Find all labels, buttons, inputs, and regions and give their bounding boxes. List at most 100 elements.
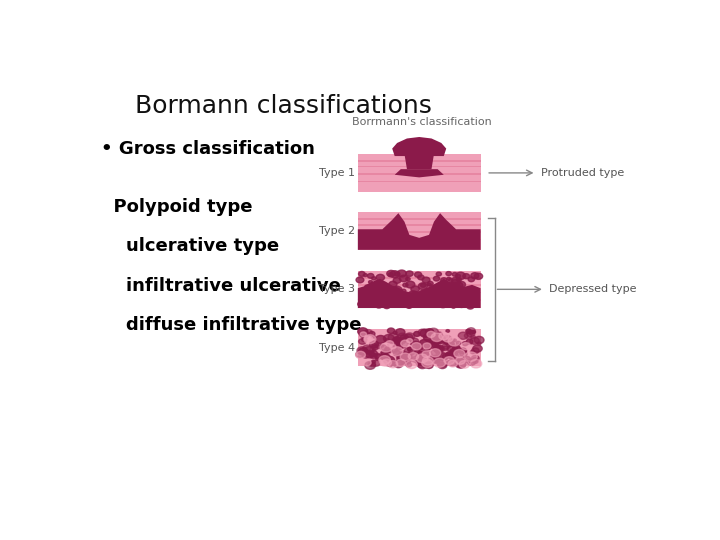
- Circle shape: [413, 293, 420, 299]
- Circle shape: [466, 329, 472, 333]
- Circle shape: [434, 345, 444, 352]
- Circle shape: [459, 348, 467, 354]
- Circle shape: [420, 349, 426, 354]
- Text: • Gross classification: • Gross classification: [101, 140, 315, 158]
- Circle shape: [408, 298, 415, 302]
- Circle shape: [462, 342, 468, 346]
- Circle shape: [467, 331, 474, 337]
- Circle shape: [473, 345, 482, 352]
- Circle shape: [453, 345, 460, 350]
- Bar: [358, 173, 481, 175]
- Circle shape: [400, 353, 408, 359]
- Circle shape: [434, 346, 443, 353]
- Circle shape: [440, 285, 445, 289]
- Circle shape: [468, 330, 474, 335]
- Circle shape: [449, 300, 456, 305]
- Circle shape: [456, 272, 466, 280]
- Circle shape: [477, 342, 481, 345]
- Circle shape: [406, 363, 412, 367]
- Circle shape: [372, 360, 380, 366]
- Circle shape: [446, 272, 451, 276]
- Circle shape: [468, 277, 474, 282]
- Circle shape: [421, 352, 433, 360]
- Circle shape: [360, 331, 369, 338]
- Circle shape: [423, 351, 429, 356]
- Circle shape: [452, 273, 457, 276]
- Circle shape: [433, 276, 440, 281]
- Circle shape: [449, 353, 453, 356]
- Circle shape: [415, 354, 422, 359]
- Circle shape: [392, 340, 402, 347]
- Circle shape: [420, 291, 423, 293]
- Circle shape: [434, 345, 440, 349]
- Circle shape: [449, 360, 457, 367]
- Text: Borrmann's classification: Borrmann's classification: [352, 117, 492, 127]
- Circle shape: [450, 302, 456, 307]
- Circle shape: [411, 297, 416, 300]
- Circle shape: [464, 352, 477, 361]
- Circle shape: [447, 300, 456, 307]
- Circle shape: [434, 345, 444, 353]
- Circle shape: [451, 339, 455, 342]
- Circle shape: [448, 336, 461, 346]
- Circle shape: [446, 341, 454, 347]
- Circle shape: [426, 301, 433, 307]
- Circle shape: [414, 332, 420, 336]
- Circle shape: [430, 349, 441, 357]
- Circle shape: [459, 304, 464, 307]
- Text: Type 4: Type 4: [319, 342, 355, 353]
- Circle shape: [439, 333, 449, 340]
- Circle shape: [426, 340, 431, 343]
- Circle shape: [369, 350, 377, 357]
- Circle shape: [413, 296, 419, 300]
- Text: Type 1: Type 1: [319, 168, 355, 178]
- Circle shape: [380, 345, 387, 350]
- Bar: [358, 271, 481, 308]
- Circle shape: [453, 339, 456, 342]
- Circle shape: [359, 348, 368, 355]
- Circle shape: [370, 299, 379, 307]
- Circle shape: [418, 283, 428, 289]
- Circle shape: [452, 348, 459, 354]
- Circle shape: [395, 272, 400, 276]
- Circle shape: [392, 286, 402, 293]
- Circle shape: [425, 346, 430, 349]
- Circle shape: [369, 281, 372, 284]
- Circle shape: [410, 352, 420, 360]
- Circle shape: [459, 300, 467, 306]
- Circle shape: [459, 361, 469, 368]
- Circle shape: [463, 356, 471, 362]
- Circle shape: [415, 359, 424, 365]
- Circle shape: [395, 329, 405, 336]
- Circle shape: [416, 358, 426, 365]
- Circle shape: [404, 354, 412, 360]
- Text: Bormann classifications: Bormann classifications: [135, 94, 431, 118]
- Circle shape: [372, 289, 377, 293]
- Circle shape: [382, 355, 390, 361]
- Circle shape: [387, 271, 395, 277]
- Circle shape: [420, 340, 430, 347]
- Circle shape: [384, 347, 392, 352]
- Circle shape: [385, 339, 389, 341]
- Circle shape: [450, 353, 459, 360]
- Circle shape: [404, 348, 415, 356]
- Circle shape: [459, 351, 467, 356]
- Circle shape: [436, 288, 443, 294]
- Circle shape: [415, 350, 420, 354]
- Circle shape: [455, 357, 465, 364]
- Circle shape: [418, 329, 427, 336]
- Circle shape: [385, 348, 392, 353]
- Circle shape: [418, 346, 423, 349]
- Circle shape: [451, 279, 460, 286]
- Circle shape: [436, 336, 446, 343]
- Circle shape: [417, 361, 425, 368]
- Circle shape: [405, 334, 413, 341]
- Circle shape: [408, 291, 418, 298]
- Circle shape: [420, 329, 431, 337]
- Circle shape: [457, 361, 466, 368]
- Circle shape: [472, 357, 477, 362]
- Circle shape: [372, 345, 378, 350]
- Circle shape: [405, 337, 413, 342]
- Circle shape: [359, 272, 365, 276]
- Circle shape: [408, 347, 412, 350]
